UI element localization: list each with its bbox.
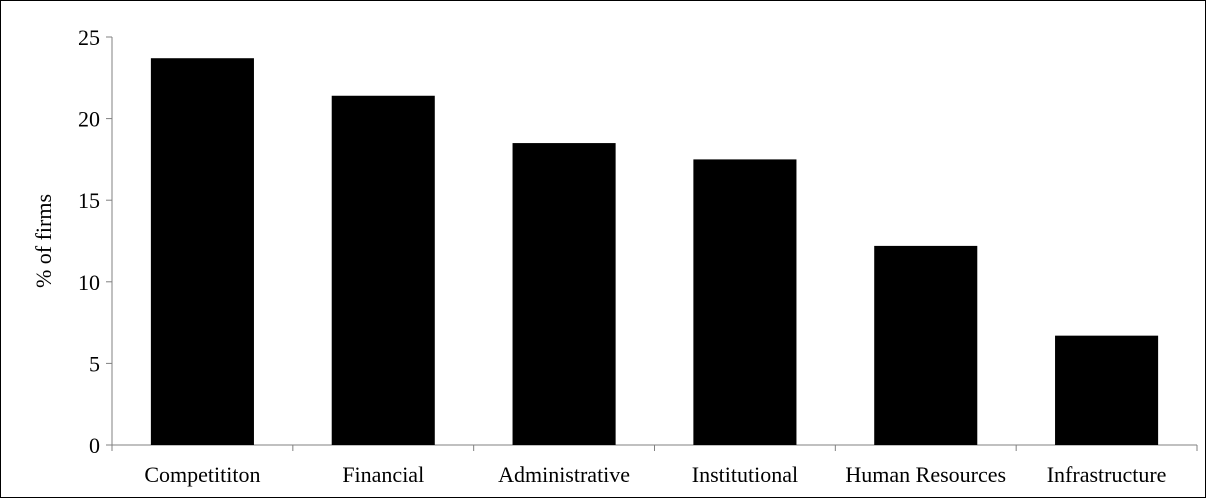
y-axis-title: % of firms: [31, 194, 56, 288]
bars: [150, 58, 1159, 445]
bar-human-resources: [874, 245, 978, 445]
y-tick-label: 15: [78, 188, 100, 213]
bar-financial: [331, 95, 435, 445]
bar-administrative: [512, 143, 616, 445]
bar-institutional: [693, 159, 797, 445]
x-tick-label: Administrative: [498, 462, 630, 487]
y-tick-label: 0: [89, 433, 100, 458]
y-axis: 0 5 10 15 20 25: [78, 25, 113, 458]
y-tick-label: 10: [78, 270, 100, 295]
x-tick-label: Infrastructure: [1047, 462, 1167, 487]
x-tick-label: Competititon: [144, 462, 260, 487]
x-tick-label: Human Resources: [845, 462, 1006, 487]
y-tick-label: 25: [78, 25, 100, 50]
x-tick-label: Financial: [342, 462, 424, 487]
bar-competititon: [150, 58, 254, 445]
x-tick-label: Institutional: [692, 462, 798, 487]
bar-infrastructure: [1055, 335, 1159, 445]
x-axis: Competititon Financial Administrative Insti…: [111, 444, 1198, 487]
y-tick-label: 20: [78, 107, 100, 132]
y-tick-label: 5: [89, 351, 100, 376]
